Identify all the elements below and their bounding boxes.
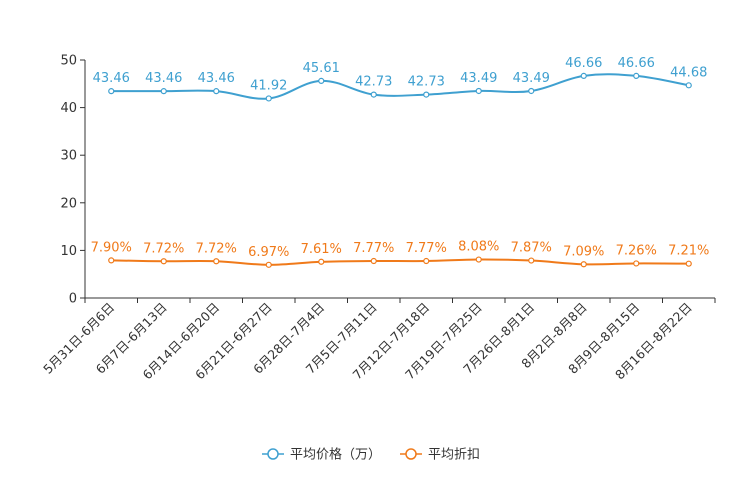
- data-label: 43.49: [513, 71, 550, 86]
- data-point: [318, 77, 325, 84]
- data-point: [318, 258, 325, 265]
- legend-marker-icon: [405, 448, 417, 460]
- series-layer: 43.46 43.46 43.46 41.92 45.61 42.73 42.73 43.49…: [91, 56, 709, 268]
- data-label: 7.87%: [511, 241, 552, 256]
- y-tick-label: 10: [60, 244, 77, 259]
- data-label: 43.49: [460, 71, 497, 86]
- series-line: [111, 258, 689, 266]
- y-tick-label: 30: [60, 149, 77, 164]
- data-point: [213, 88, 220, 95]
- data-point: [108, 88, 115, 95]
- axes: 010203040505月31日-6月6日6月7日-6月13日6月14日-6月2…: [40, 54, 716, 382]
- data-label: 42.73: [408, 75, 445, 90]
- data-point: [265, 95, 272, 102]
- data-point: [633, 72, 640, 79]
- data-label: 7.90%: [91, 240, 132, 255]
- legend-label: 平均折扣: [428, 448, 480, 463]
- data-label: 7.09%: [563, 244, 604, 259]
- data-point: [370, 257, 377, 265]
- data-point: [475, 87, 482, 95]
- y-tick-label: 40: [60, 101, 77, 116]
- series-line: [111, 73, 689, 100]
- data-label: 7.77%: [406, 241, 447, 256]
- data-label: 46.66: [565, 56, 602, 71]
- data-label: 43.46: [145, 71, 182, 86]
- data-point: [528, 257, 535, 264]
- data-point: [580, 72, 587, 79]
- data-label: 43.46: [93, 71, 130, 86]
- data-label: 7.26%: [616, 243, 657, 258]
- legend-item: 平均价格（万）: [262, 447, 381, 463]
- data-point: [633, 260, 640, 267]
- y-tick-label: 50: [60, 54, 77, 69]
- y-tick-label: 0: [69, 292, 77, 307]
- data-label: 7.77%: [353, 241, 394, 256]
- data-label: 41.92: [250, 78, 287, 93]
- data-point: [160, 258, 167, 265]
- data-point: [475, 256, 482, 263]
- data-point: [685, 260, 692, 267]
- data-point: [265, 261, 272, 268]
- data-label: 45.61: [303, 61, 340, 76]
- data-point: [685, 82, 692, 89]
- data-label: 43.46: [198, 71, 235, 86]
- data-label: 7.72%: [196, 241, 237, 256]
- data-label: 7.61%: [301, 242, 342, 257]
- y-tick-label: 20: [60, 196, 77, 211]
- data-point: [160, 88, 167, 95]
- legend: 平均价格（万） 平均折扣: [262, 447, 480, 463]
- data-label: 6.97%: [248, 245, 289, 260]
- legend-item: 平均折扣: [400, 448, 480, 463]
- series-avg-discount: 7.90% 7.72% 7.72% 6.97% 7.61% 7.77% 7.77% 8.08%…: [91, 240, 709, 268]
- data-label: 7.72%: [143, 241, 184, 256]
- data-label: 7.21%: [668, 244, 709, 259]
- data-point: [528, 87, 535, 95]
- legend-label: 平均价格（万）: [290, 447, 381, 463]
- data-point: [213, 258, 220, 265]
- data-point: [423, 91, 430, 98]
- data-point: [580, 261, 587, 268]
- data-label: 8.08%: [458, 240, 499, 255]
- data-label: 46.66: [618, 56, 655, 71]
- legend-marker-icon: [267, 448, 279, 460]
- data-label: 42.73: [355, 75, 392, 90]
- data-point: [108, 257, 115, 264]
- data-label: 44.68: [670, 65, 707, 80]
- series-avg-price: 43.46 43.46 43.46 41.92 45.61 42.73 42.73 43.49…: [93, 56, 707, 102]
- data-point: [370, 91, 377, 98]
- data-point: [423, 257, 430, 265]
